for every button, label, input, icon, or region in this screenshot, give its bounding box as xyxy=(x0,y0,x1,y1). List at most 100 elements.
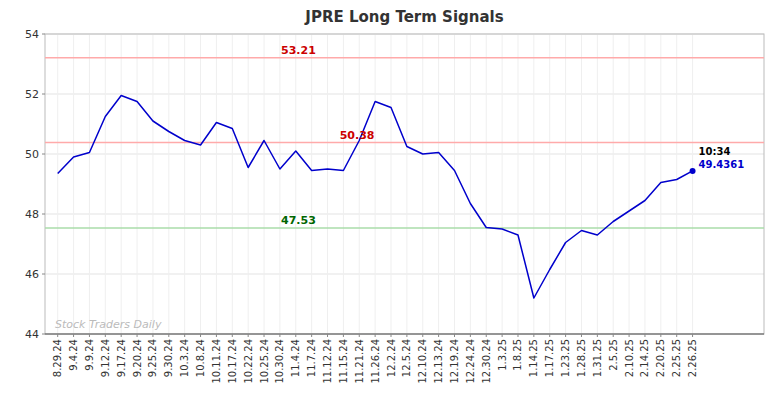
grid-line-x xyxy=(597,34,598,334)
x-tick xyxy=(73,334,74,337)
x-tick xyxy=(168,334,169,337)
x-tick xyxy=(327,334,328,337)
grid-line-x xyxy=(137,34,138,334)
x-tick xyxy=(89,334,90,337)
x-tick-label: 11.12.24 xyxy=(322,339,333,384)
y-tick-label: 50 xyxy=(25,148,39,161)
x-tick-label: 9.25.24 xyxy=(147,339,158,377)
grid-line-x xyxy=(264,34,265,334)
x-tick-label: 1.14.25 xyxy=(528,339,539,377)
y-tick xyxy=(42,214,45,215)
grid-line-x xyxy=(152,34,153,334)
x-tick xyxy=(311,334,312,337)
x-tick-label: 11.7.24 xyxy=(306,339,317,377)
x-tick xyxy=(248,334,249,337)
y-tick xyxy=(42,334,45,335)
x-tick-label: 1.3.25 xyxy=(497,339,508,371)
x-tick xyxy=(438,334,439,337)
marks xyxy=(45,58,764,298)
x-tick-label: 1.28.25 xyxy=(576,339,587,377)
x-tick-label: 10.11.24 xyxy=(211,339,222,384)
x-tick-label: 10.25.24 xyxy=(259,339,270,384)
grid-line-x xyxy=(184,34,185,334)
plot-frame xyxy=(45,34,764,334)
x-tick xyxy=(359,334,360,337)
x-tick xyxy=(232,334,233,337)
x-tick xyxy=(517,334,518,337)
x-tick xyxy=(57,334,58,337)
grid-line-x xyxy=(57,34,58,334)
x-tick-label: 2.5.25 xyxy=(608,339,619,371)
grid-line-x xyxy=(73,34,74,334)
x-tick xyxy=(549,334,550,337)
reference-label: 50.38 xyxy=(340,129,375,142)
x-tick xyxy=(216,334,217,337)
x-tick xyxy=(597,334,598,337)
grid-line-x xyxy=(327,34,328,334)
x-tick-label: 11.4.24 xyxy=(290,339,301,377)
x-tick-label: 12.24.24 xyxy=(465,339,476,384)
grid-line-x xyxy=(295,34,296,334)
x-tick-label: 9.17.24 xyxy=(116,339,127,377)
grid-line-x xyxy=(676,34,677,334)
grid-line-x xyxy=(517,34,518,334)
y-tick-label: 54 xyxy=(25,28,39,41)
x-tick-label: 12.30.24 xyxy=(481,339,492,384)
grid-line-x xyxy=(248,34,249,334)
x-tick-label: 2.26.25 xyxy=(687,339,698,377)
grid-line-x xyxy=(454,34,455,334)
x-tick xyxy=(264,334,265,337)
grid-line-x xyxy=(486,34,487,334)
x-tick-label: 1.31.25 xyxy=(592,339,603,377)
y-tick xyxy=(42,154,45,155)
grid-line-x xyxy=(549,34,550,334)
last-time: 10:34 xyxy=(699,146,731,157)
grid-line-x xyxy=(581,34,582,334)
y-tick xyxy=(42,34,45,35)
grid-line-x xyxy=(533,34,534,334)
x-tick xyxy=(629,334,630,337)
last-point xyxy=(690,168,696,174)
x-tick-label: 9.12.24 xyxy=(100,339,111,377)
grid-line-x xyxy=(232,34,233,334)
x-tick-label: 1.8.25 xyxy=(512,339,523,371)
x-tick xyxy=(121,334,122,337)
x-tick xyxy=(184,334,185,337)
x-tick-label: 11.21.24 xyxy=(354,339,365,384)
x-tick xyxy=(533,334,534,337)
chart: 4446485052548.29.249.4.249.9.249.12.249.… xyxy=(0,0,784,398)
grid-line-x xyxy=(406,34,407,334)
x-tick xyxy=(676,334,677,337)
x-tick xyxy=(581,334,582,337)
grid-line-x xyxy=(692,34,693,334)
x-tick-label: 11.15.24 xyxy=(338,339,349,384)
x-tick-label: 8.29.24 xyxy=(52,339,63,377)
x-tick-label: 12.13.24 xyxy=(433,339,444,384)
grid-line-x xyxy=(375,34,376,334)
x-tick-label: 12.5.24 xyxy=(401,339,412,377)
x-tick-label: 9.20.24 xyxy=(132,339,143,377)
x-tick xyxy=(422,334,423,337)
reference-label: 53.21 xyxy=(281,44,316,57)
x-tick-label: 10.8.24 xyxy=(195,339,206,377)
x-tick xyxy=(470,334,471,337)
y-tick-label: 44 xyxy=(25,328,39,341)
x-tick-label: 10.17.24 xyxy=(227,339,238,384)
grid-line-x xyxy=(438,34,439,334)
x-tick-label: 2.25.25 xyxy=(671,339,682,377)
x-tick xyxy=(644,334,645,337)
grid-line-x xyxy=(200,34,201,334)
x-tick xyxy=(692,334,693,337)
x-tick xyxy=(295,334,296,337)
x-tick xyxy=(565,334,566,337)
title: JPRE Long Term Signals xyxy=(304,8,503,26)
grid-line-x xyxy=(359,34,360,334)
x-tick xyxy=(279,334,280,337)
last-price: 49.4361 xyxy=(699,159,745,170)
x-tick-label: 10.30.24 xyxy=(274,339,285,384)
x-tick xyxy=(486,334,487,337)
grid-line-x xyxy=(565,34,566,334)
x-tick-label: 9.30.24 xyxy=(163,339,174,377)
x-tick-label: 10.3.24 xyxy=(179,339,190,377)
y-tick-label: 48 xyxy=(25,208,39,221)
